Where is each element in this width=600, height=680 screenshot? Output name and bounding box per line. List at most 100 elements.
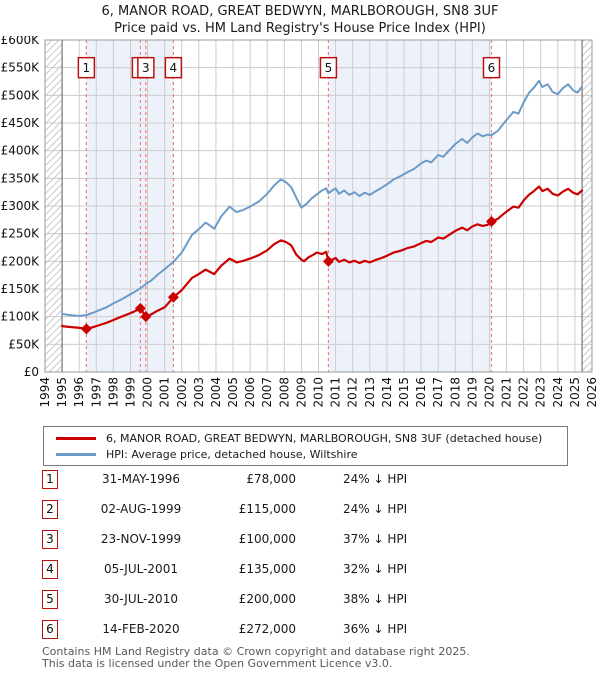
x-tick-label: 1996 [72, 377, 86, 408]
transaction-price: £272,000 [238, 622, 296, 636]
transaction-hpi-delta: 36% ↓ HPI [343, 622, 408, 636]
transaction-number-badge: 3 [42, 529, 58, 549]
x-tick-label: 2000 [141, 377, 155, 408]
x-tick-label: 2003 [192, 377, 206, 408]
x-tick-label: 1997 [89, 377, 103, 408]
transaction-price: £100,000 [238, 532, 296, 546]
y-tick-label: £150K [1, 282, 41, 296]
transaction-date: 31-MAY-1996 [101, 472, 180, 486]
y-tick-label: £400K [1, 144, 41, 158]
y-tick-label: £600K [1, 36, 41, 47]
x-tick-label: 2012 [346, 377, 360, 408]
x-tick-label: 2004 [209, 377, 223, 408]
transaction-price: £78,000 [246, 472, 296, 486]
transaction-date: 02-AUG-1999 [100, 502, 182, 516]
y-tick-label: £0 [24, 365, 39, 379]
transaction-number-badge: 5 [42, 589, 58, 609]
page-subtitle: Price paid vs. HM Land Registry's House … [114, 21, 486, 36]
x-tick-label: 2017 [431, 377, 445, 408]
footer-line-1: Contains HM Land Registry data © Crown c… [42, 645, 470, 658]
sale-number-label-4: 4 [170, 61, 178, 75]
x-tick-label: 2014 [380, 377, 394, 408]
table-row: 5 30-JUL-2010 £200,000 38% ↓ HPI [42, 589, 582, 609]
transaction-number-badge: 6 [42, 619, 58, 639]
transaction-hpi-delta: 37% ↓ HPI [343, 532, 408, 546]
transaction-number-badge: 2 [42, 499, 58, 519]
legend-label-price-paid: 6, MANOR ROAD, GREAT BEDWYN, MARLBOROUGH… [106, 431, 543, 445]
sale-marker-2 [134, 302, 146, 314]
x-tick-label: 2024 [551, 377, 565, 408]
x-tick-label: 1994 [38, 377, 52, 408]
y-tick-label: £250K [1, 227, 41, 241]
y-tick-label: £50K [8, 337, 40, 351]
sale-number-label-1: 1 [83, 61, 91, 75]
x-tick-label: 2011 [329, 377, 343, 408]
transaction-price: £200,000 [238, 592, 296, 606]
table-row: 2 02-AUG-1999 £115,000 24% ↓ HPI [42, 499, 582, 519]
table-row: 1 31-MAY-1996 £78,000 24% ↓ HPI [42, 469, 582, 489]
x-tick-label: 2010 [312, 377, 326, 408]
sale-marker-4 [167, 291, 179, 303]
y-tick-label: £550K [1, 61, 41, 75]
x-tick-label: 2019 [465, 377, 479, 408]
transaction-hpi-delta: 32% ↓ HPI [343, 562, 408, 576]
x-tick-label: 2009 [294, 377, 308, 408]
sale-number-box-6 [482, 56, 501, 79]
transaction-hpi-delta: 24% ↓ HPI [343, 472, 408, 486]
sale-number-box-5 [319, 56, 338, 79]
legend: 6, MANOR ROAD, GREAT BEDWYN, MARLBOROUGH… [43, 426, 568, 466]
x-tick-label: 2026 [585, 377, 599, 408]
table-row: 4 05-JUL-2001 £135,000 32% ↓ HPI [42, 559, 582, 579]
transaction-date: 23-NOV-1999 [100, 532, 182, 546]
sale-number-label-6: 6 [488, 61, 496, 75]
transaction-price: £135,000 [238, 562, 296, 576]
series-hpi_wiltshire_detached [61, 79, 584, 317]
x-tick-label: 2025 [568, 377, 582, 408]
x-tick-label: 1999 [123, 377, 137, 408]
legend-entry-price-paid: 6, MANOR ROAD, GREAT BEDWYN, MARLBOROUGH… [56, 432, 567, 445]
sale-number-label-3: 3 [142, 61, 150, 75]
x-tick-label: 2006 [243, 377, 257, 408]
x-tick-label: 1995 [55, 377, 69, 408]
x-tick-label: 2008 [277, 377, 291, 408]
transaction-number-badge: 4 [42, 559, 58, 579]
license-footer: Contains HM Land Registry data © Crown c… [42, 646, 470, 670]
x-tick-label: 1998 [106, 377, 120, 408]
transaction-hpi-delta: 38% ↓ HPI [343, 592, 408, 606]
legend-label-hpi: HPI: Average price, detached house, Wilt… [106, 447, 358, 461]
x-tick-label: 2020 [482, 377, 496, 408]
y-tick-label: £200K [1, 254, 41, 268]
sale-number-box-4 [164, 56, 183, 79]
sale-number-box-3 [137, 56, 155, 79]
transaction-number-badge: 1 [42, 469, 58, 489]
x-tick-label: 2018 [448, 377, 462, 408]
y-tick-label: £100K [1, 310, 41, 324]
x-tick-label: 2022 [517, 377, 531, 408]
price-paid-line-swatch [56, 436, 96, 440]
footer-line-2: This data is licensed under the Open Gov… [42, 657, 393, 670]
x-tick-label: 2015 [397, 377, 411, 408]
hpi-line-swatch [56, 452, 96, 456]
table-row: 3 23-NOV-1999 £100,000 37% ↓ HPI [42, 529, 582, 549]
y-tick-label: £300K [1, 199, 41, 213]
transaction-date: 30-JUL-2010 [104, 592, 178, 606]
x-tick-label: 2021 [500, 377, 514, 408]
x-tick-label: 2013 [363, 377, 377, 408]
transactions-table: 1 31-MAY-1996 £78,000 24% ↓ HPI 2 02-AUG… [42, 469, 582, 649]
sale-marker-1 [80, 323, 92, 335]
sale-marker-3 [140, 311, 152, 323]
sale-marker-6 [485, 215, 497, 227]
transaction-hpi-delta: 24% ↓ HPI [343, 502, 408, 516]
x-tick-label: 2005 [226, 377, 240, 408]
y-tick-label: £450K [1, 116, 41, 130]
series-price_paid_indexed [60, 185, 584, 330]
sale-number-box-1 [77, 56, 96, 79]
table-row: 6 14-FEB-2020 £272,000 36% ↓ HPI [42, 619, 582, 639]
x-tick-label: 2002 [175, 377, 189, 408]
legend-entry-hpi: HPI: Average price, detached house, Wilt… [56, 448, 567, 461]
x-tick-label: 2001 [158, 377, 172, 408]
y-tick-label: £350K [1, 171, 41, 185]
price-history-chart: 123456£0£50K£100K£150K£200K£250K£300K£35… [1, 36, 599, 408]
x-tick-label: 2007 [260, 377, 274, 408]
